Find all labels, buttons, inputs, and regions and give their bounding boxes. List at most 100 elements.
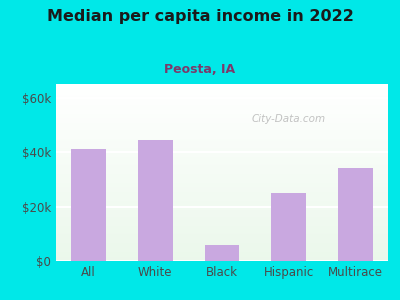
Bar [56,84,388,86]
Text: Median per capita income in 2022: Median per capita income in 2022 [46,9,354,24]
Bar [338,168,373,261]
Bar [56,162,388,164]
Bar [56,96,388,98]
Bar [56,151,388,153]
Bar [56,256,388,257]
Bar [56,116,388,118]
Bar [56,252,388,254]
Bar [56,91,388,93]
Bar [56,229,388,231]
Bar [56,178,388,180]
Bar [56,123,388,125]
Bar [56,212,388,213]
Bar [272,193,306,261]
Bar [56,202,388,204]
Bar [56,144,388,146]
Bar [56,259,388,261]
Bar [56,218,388,220]
Bar [56,103,388,105]
Bar [56,148,388,149]
Bar [56,242,388,243]
Bar [56,88,388,89]
Bar [56,109,388,111]
Bar [56,233,388,235]
Bar [56,210,388,212]
Bar [56,164,388,165]
Bar [205,245,239,261]
Bar [56,110,388,112]
Bar [56,134,388,135]
Bar [56,208,388,210]
Bar [56,181,388,183]
Bar [56,217,388,218]
Bar [56,206,388,208]
Bar [56,139,388,141]
Bar [56,94,388,96]
Bar [56,245,388,247]
Bar [56,153,388,155]
Bar [56,199,388,201]
Bar [56,247,388,249]
Bar [56,235,388,236]
Bar [56,149,388,151]
Bar [56,172,388,174]
Bar [56,132,388,134]
Bar [56,249,388,250]
Bar [56,100,388,102]
Bar [56,238,388,240]
Bar [56,137,388,139]
Bar [56,160,388,162]
Bar [56,180,388,181]
Bar [56,183,388,185]
Bar [56,169,388,171]
Bar [56,201,388,203]
Bar [56,105,388,107]
Bar [56,130,388,132]
Bar [56,171,388,172]
Bar [56,204,388,206]
Bar [56,128,388,130]
Bar [56,167,388,169]
Bar [56,93,388,94]
Bar [56,192,388,194]
Bar [56,165,388,167]
Bar [56,254,388,256]
Bar [56,194,388,196]
Bar [56,190,388,192]
Text: Peosta, IA: Peosta, IA [164,63,236,76]
Bar [56,158,388,160]
Bar [56,142,388,144]
Bar [56,197,388,199]
Bar [56,119,388,121]
Bar [56,174,388,176]
Bar [56,188,388,190]
Bar [138,140,172,261]
Bar [56,243,388,245]
Text: City-Data.com: City-Data.com [251,114,326,124]
Bar [56,187,388,188]
Bar [56,98,388,100]
Bar [56,185,388,187]
Bar [56,118,388,119]
Bar [56,220,388,222]
Bar [56,257,388,259]
Bar [56,250,388,252]
Bar [56,215,388,217]
Bar [56,155,388,157]
Bar [56,240,388,242]
Bar [56,141,388,142]
Bar [56,102,388,103]
Bar [56,176,388,178]
Bar [56,107,388,109]
Bar [56,125,388,127]
Bar [56,127,388,128]
Bar [56,213,388,215]
Bar [56,196,388,197]
Bar [56,146,388,148]
Bar [56,121,388,123]
Bar [56,157,388,158]
Bar [56,222,388,224]
Bar [56,226,388,227]
Bar [56,135,388,137]
Bar [56,227,388,229]
